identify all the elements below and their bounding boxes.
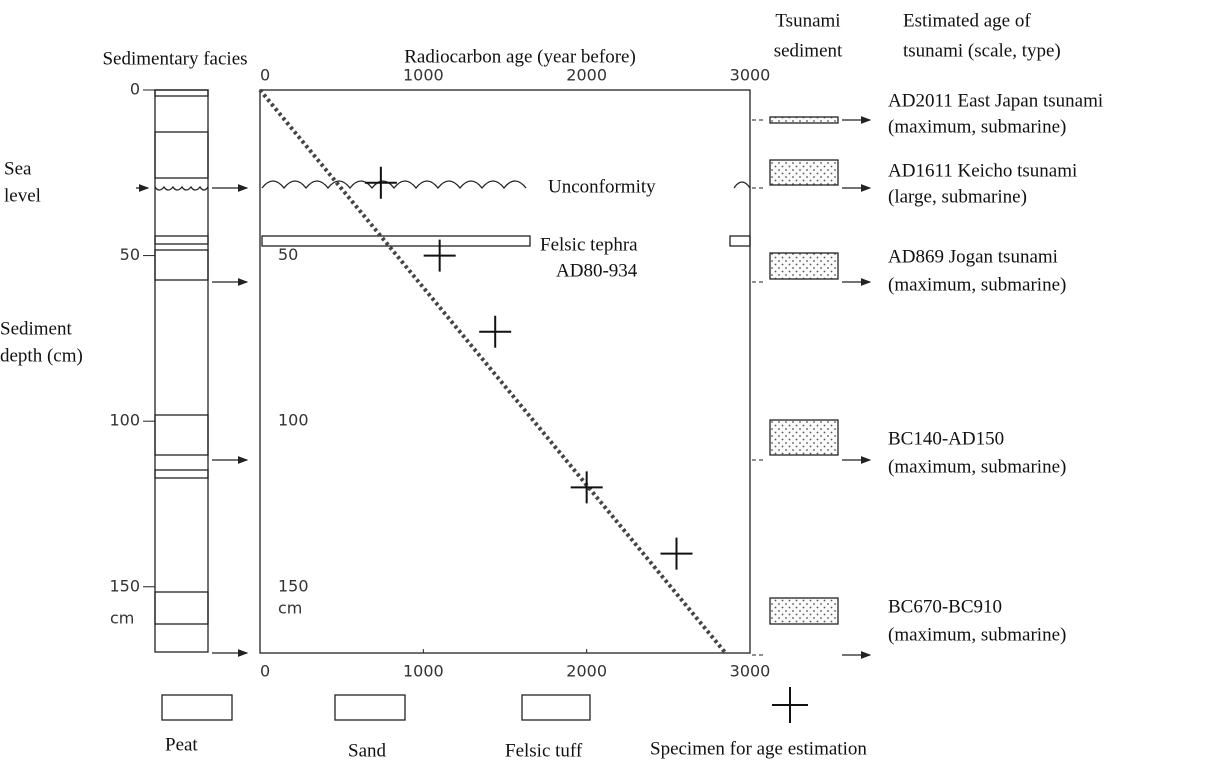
column-title: tsunami (scale, type) [903, 40, 1061, 61]
annotation: Sea [4, 158, 32, 179]
annotation: Felsic tephra [540, 234, 638, 255]
x-tick-label: 0 [260, 66, 270, 85]
tephra-band [729, 235, 751, 247]
facies-column [136, 89, 249, 657]
legend-marker [772, 687, 808, 723]
event-name: AD2011 East Japan tsunami [888, 90, 1103, 111]
y-tick-label: 0 [130, 80, 140, 99]
annotation: Unconformity [548, 176, 656, 197]
unconformity-line [261, 180, 751, 190]
sediment-box [769, 252, 839, 280]
legend: Peat Sand Felsic tuff Specimen for age e… [161, 694, 867, 761]
y-tick-label: 150 [109, 576, 140, 595]
event-name: BC670-BC910 [888, 596, 1002, 617]
column-title: Tsunami [775, 10, 840, 31]
x-tick-label: 1000 [403, 662, 444, 681]
y-axis-label: depth (cm) [0, 345, 83, 366]
annotation: level [4, 185, 41, 206]
sediment-box [769, 159, 839, 186]
column-title: sediment [774, 40, 843, 61]
event-detail: (large, submarine) [888, 186, 1027, 207]
x-tick-label: 3000 [730, 662, 771, 681]
event-name: AD1611 Keicho tsunami [888, 160, 1077, 181]
y-tick-label: 100 [278, 411, 309, 430]
annotation: AD80-934 [556, 260, 638, 281]
event-detail: (maximum, submarine) [888, 624, 1066, 645]
y-tick-label: 50 [278, 245, 298, 264]
x-tick-label: 0 [260, 662, 270, 681]
sediment-box [769, 419, 839, 456]
y-tick-label: 50 [120, 245, 140, 264]
y-tick-label: 150 [278, 576, 309, 595]
x-tick-label: 3000 [730, 66, 771, 85]
specimen-point [570, 471, 603, 504]
x-tick-label: 2000 [566, 66, 607, 85]
specimen-point [479, 315, 512, 348]
y-axis-label: Sediment [0, 318, 72, 339]
sediment-box [769, 116, 839, 124]
column-title: Estimated age of [903, 10, 1031, 31]
y-tick-label: 100 [109, 411, 140, 430]
legend-label: Sand [348, 740, 387, 761]
plot-frame [259, 89, 751, 654]
event-detail: (maximum, submarine) [888, 116, 1066, 137]
y-unit: cm [110, 608, 134, 627]
specimen-point [364, 166, 397, 199]
tephra-band [261, 235, 531, 247]
y-unit: cm [278, 598, 302, 617]
legend-label: Peat [165, 734, 198, 755]
event-detail: (maximum, submarine) [888, 456, 1066, 477]
specimen-point [660, 537, 693, 570]
legend-label: Felsic tuff [505, 740, 583, 761]
x-tick-label: 2000 [566, 662, 607, 681]
event-name: BC140-AD150 [888, 428, 1004, 449]
column-title: Sedimentary facies [102, 48, 247, 69]
event-detail: (maximum, submarine) [888, 274, 1066, 295]
legend-label: Specimen for age estimation [650, 738, 867, 759]
sediment-box [769, 597, 839, 625]
x-tick-label: 1000 [403, 66, 444, 85]
x-axis-label: Radiocarbon age (year before) [404, 46, 636, 67]
event-name: AD869 Jogan tsunami [888, 246, 1058, 267]
fit-line [258, 88, 728, 655]
specimen-point [423, 239, 456, 272]
